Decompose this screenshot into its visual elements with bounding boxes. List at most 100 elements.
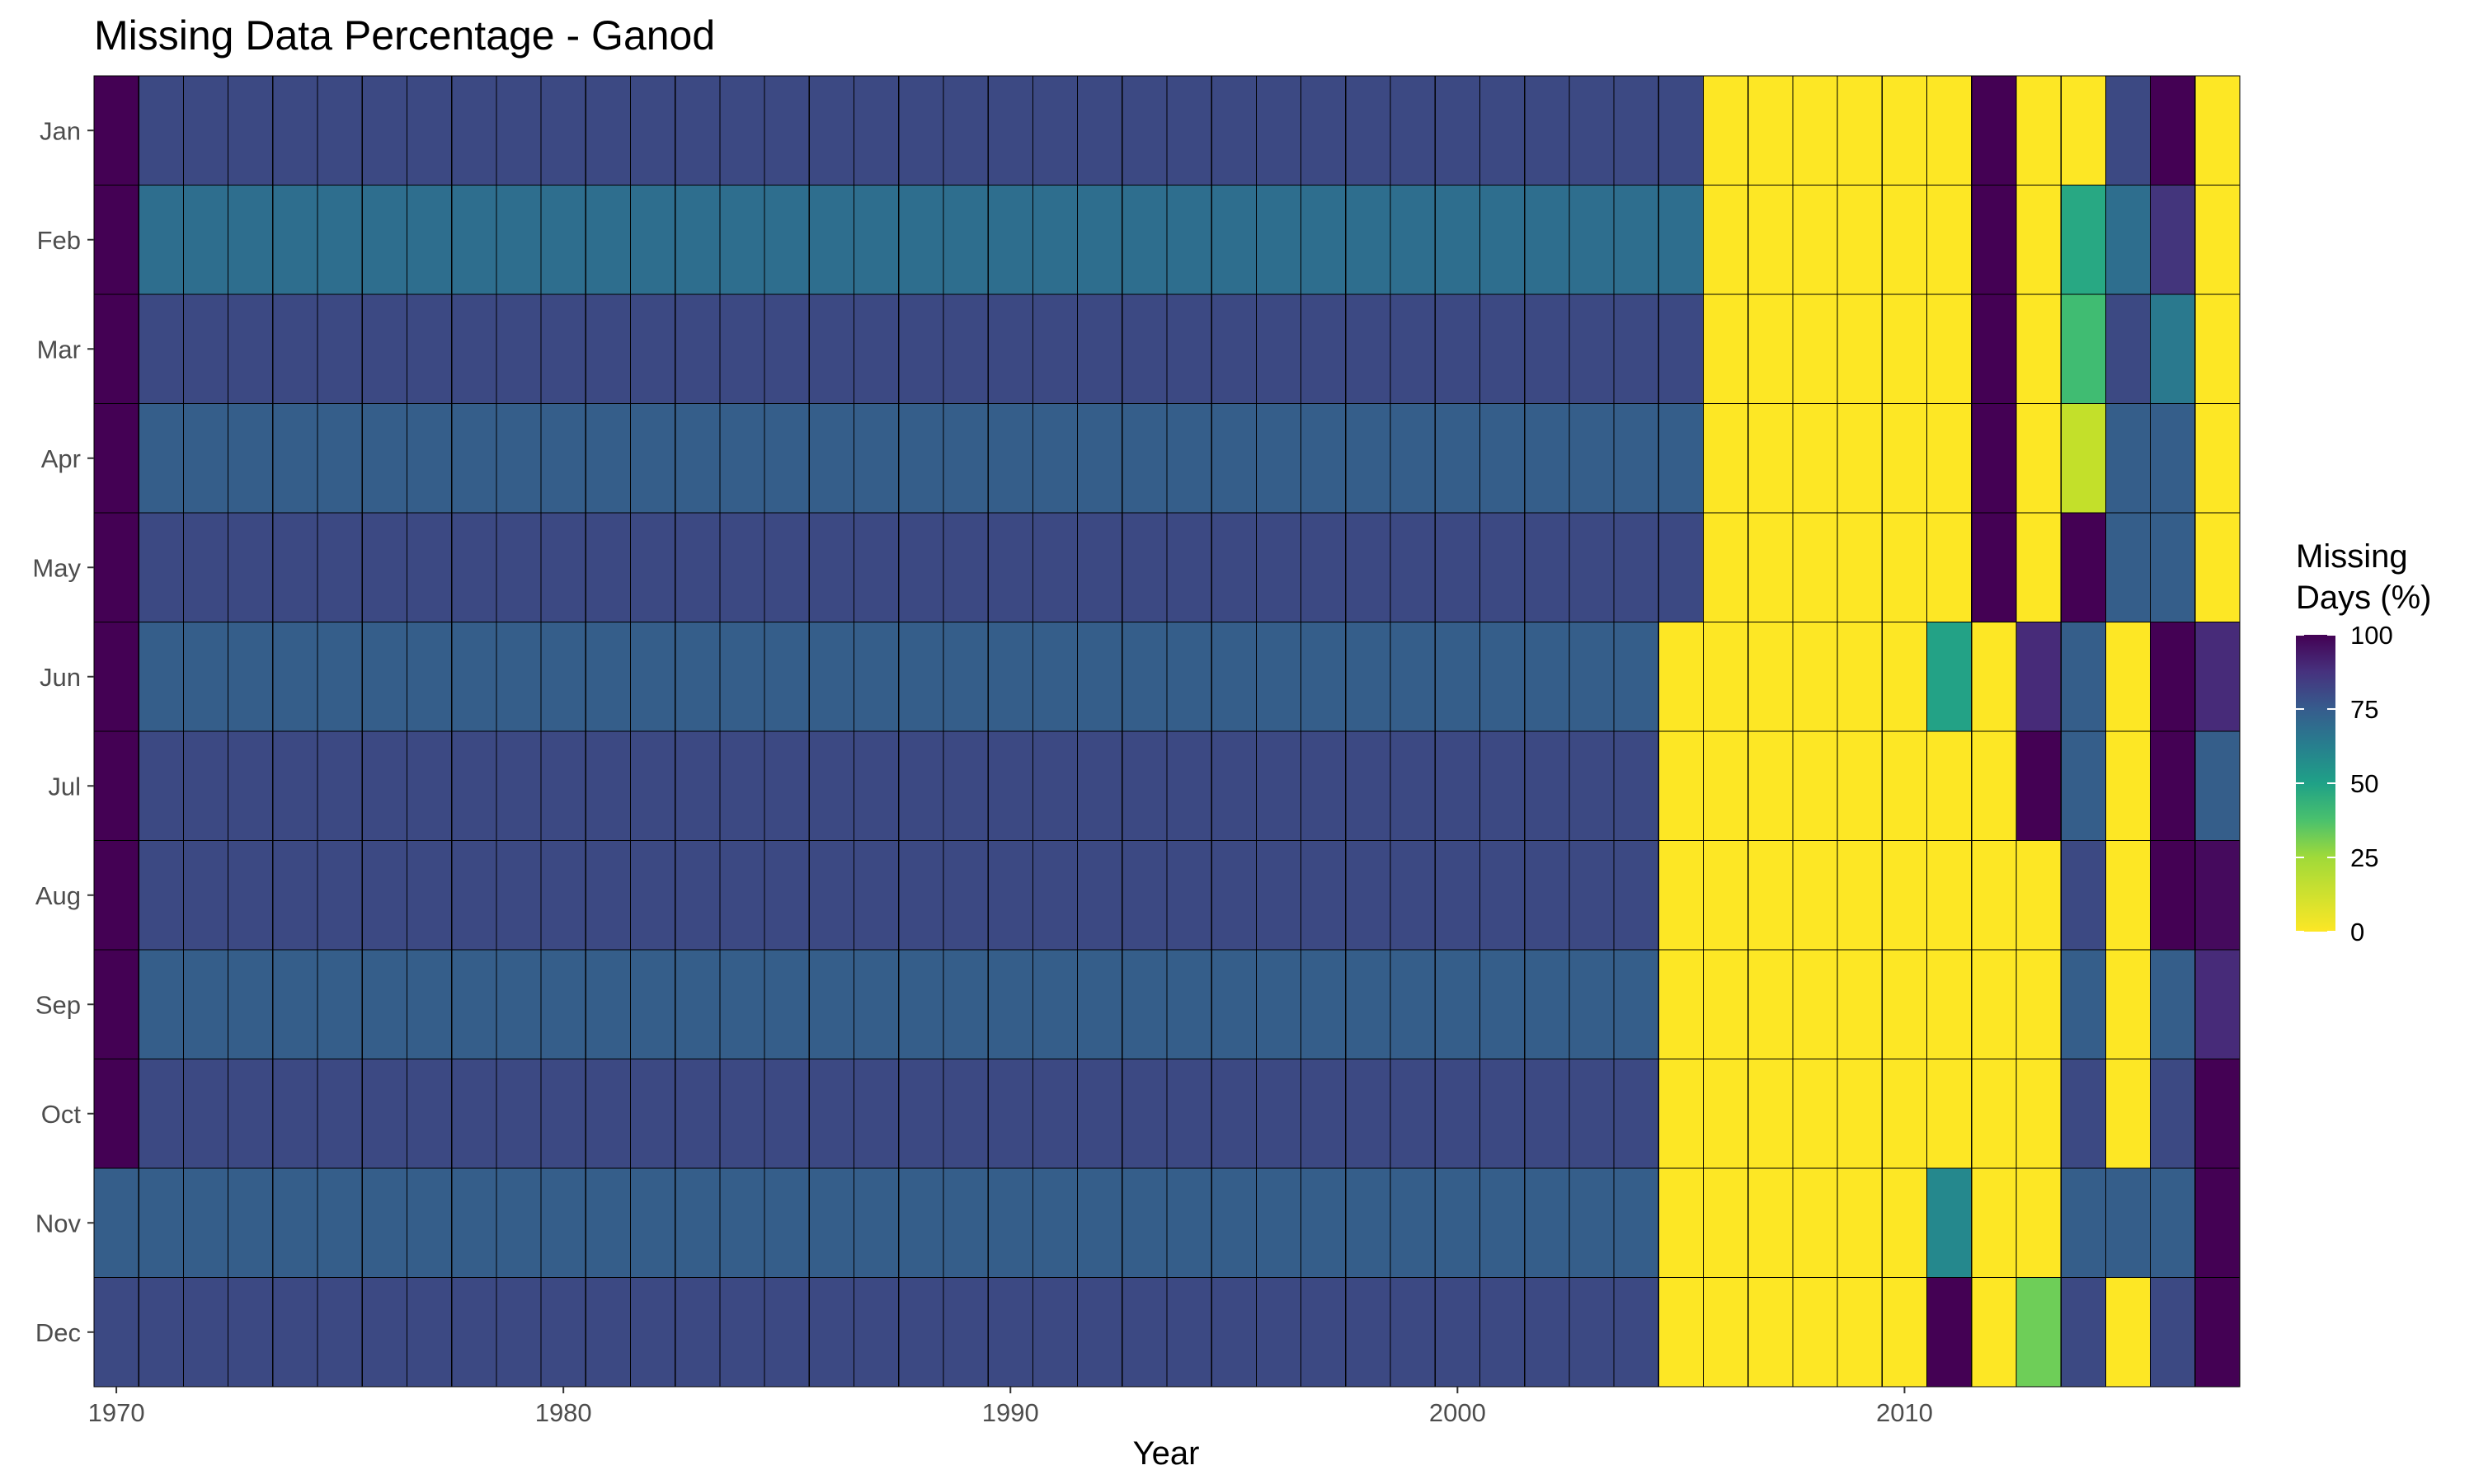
heatmap-cell-mar-2017 xyxy=(2194,294,2241,405)
heatmap-cell-jun-1971 xyxy=(138,621,185,732)
legend-label-100: 100 xyxy=(2350,621,2393,650)
heatmap-cell-mar-1995 xyxy=(1211,294,1258,405)
heatmap-cell-feb-1987 xyxy=(853,184,900,295)
x-axis-title: Year xyxy=(1133,1435,1200,1472)
heatmap-cell-aug-2011 xyxy=(1926,839,1973,951)
heatmap-cell-feb-1989 xyxy=(943,184,989,295)
heatmap-cell-aug-2002 xyxy=(1524,839,1570,951)
heatmap-cell-nov-1990 xyxy=(987,1167,1033,1279)
heatmap-cell-oct-2002 xyxy=(1524,1058,1570,1169)
heatmap-cell-mar-1975 xyxy=(317,294,363,405)
heatmap-cell-feb-1999 xyxy=(1390,184,1436,295)
heatmap-cell-may-1973 xyxy=(228,512,274,623)
heatmap-cell-may-1982 xyxy=(629,512,676,623)
heatmap-cell-sep-1981 xyxy=(585,949,632,1060)
heatmap-cell-jun-2005 xyxy=(1658,621,1705,732)
heatmap-cell-dec-1986 xyxy=(808,1276,855,1388)
legend-label-75: 75 xyxy=(2350,695,2378,724)
heatmap-cell-nov-1987 xyxy=(853,1167,900,1279)
heatmap-cell-mar-2013 xyxy=(2015,294,2062,405)
heatmap-cell-jan-1978 xyxy=(451,75,497,186)
heatmap-cell-sep-1972 xyxy=(182,949,229,1060)
heatmap-cell-mar-1990 xyxy=(987,294,1033,405)
heatmap-cell-sep-1976 xyxy=(361,949,408,1060)
heatmap-cell-sep-2008 xyxy=(1792,949,1838,1060)
heatmap-cell-oct-2013 xyxy=(2015,1058,2062,1169)
heatmap-cell-aug-1980 xyxy=(540,839,586,951)
heatmap-cell-sep-1970 xyxy=(93,949,139,1060)
heatmap-cell-nov-2015 xyxy=(2105,1167,2152,1279)
heatmap-cell-mar-1984 xyxy=(719,294,765,405)
heatmap-cell-jan-1990 xyxy=(987,75,1033,186)
heatmap-cell-jan-1996 xyxy=(1255,75,1302,186)
heatmap-cell-jan-2017 xyxy=(2194,75,2241,186)
heatmap-cell-nov-2006 xyxy=(1702,1167,1749,1279)
heatmap-cell-mar-1970 xyxy=(93,294,139,405)
heatmap-cell-dec-2003 xyxy=(1569,1276,1615,1388)
heatmap-cell-dec-2014 xyxy=(2060,1276,2106,1388)
y-tick-label-mar: Mar xyxy=(37,335,81,364)
heatmap-cell-dec-1977 xyxy=(406,1276,453,1388)
heatmap-cell-mar-2011 xyxy=(1926,294,1973,405)
heatmap-cell-nov-1986 xyxy=(808,1167,855,1279)
heatmap-cell-sep-1973 xyxy=(228,949,274,1060)
heatmap-cell-mar-2004 xyxy=(1613,294,1659,405)
heatmap-cell-jan-1972 xyxy=(182,75,229,186)
heatmap-cell-jan-1993 xyxy=(1122,75,1168,186)
heatmap-cell-aug-1989 xyxy=(943,839,989,951)
heatmap-cell-dec-1987 xyxy=(853,1276,900,1388)
heatmap-cell-may-1997 xyxy=(1300,512,1347,623)
heatmap-cell-mar-2001 xyxy=(1479,294,1526,405)
heatmap-cell-nov-1999 xyxy=(1390,1167,1436,1279)
heatmap-cell-sep-2006 xyxy=(1702,949,1749,1060)
heatmap-cell-jul-1987 xyxy=(853,730,900,842)
heatmap-cell-oct-2007 xyxy=(1747,1058,1794,1169)
heatmap-cell-nov-2016 xyxy=(2149,1167,2196,1279)
heatmap-cell-feb-1990 xyxy=(987,184,1033,295)
heatmap-cell-may-2011 xyxy=(1926,512,1973,623)
heatmap-cell-aug-2004 xyxy=(1613,839,1659,951)
heatmap-cell-sep-2011 xyxy=(1926,949,1973,1060)
heatmap-cell-jul-1998 xyxy=(1345,730,1391,842)
heatmap-cell-jan-1998 xyxy=(1345,75,1391,186)
heatmap-cell-apr-1996 xyxy=(1255,402,1302,514)
heatmap-cell-dec-1981 xyxy=(585,1276,632,1388)
heatmap-cell-sep-1999 xyxy=(1390,949,1436,1060)
heatmap-cell-aug-1972 xyxy=(182,839,229,951)
heatmap-cell-nov-1979 xyxy=(496,1167,542,1279)
heatmap-cell-jan-1988 xyxy=(898,75,944,186)
legend-title-line-2: Days (%) xyxy=(2296,580,2431,616)
heatmap-cell-jul-2006 xyxy=(1702,730,1749,842)
heatmap-cell-oct-2017 xyxy=(2194,1058,2241,1169)
heatmap-cell-mar-1972 xyxy=(182,294,229,405)
heatmap-cell-jan-1982 xyxy=(629,75,676,186)
heatmap-cell-may-1985 xyxy=(764,512,810,623)
heatmap-cell-feb-2003 xyxy=(1569,184,1615,295)
heatmap-cell-jul-2008 xyxy=(1792,730,1838,842)
heatmap-cell-may-1971 xyxy=(138,512,185,623)
heatmap-cell-jun-1979 xyxy=(496,621,542,732)
heatmap-cell-feb-2014 xyxy=(2060,184,2106,295)
heatmap-cell-aug-1978 xyxy=(451,839,497,951)
heatmap-cell-oct-2008 xyxy=(1792,1058,1838,1169)
heatmap-cell-apr-1985 xyxy=(764,402,810,514)
heatmap-cell-jun-1974 xyxy=(272,621,318,732)
heatmap-cell-mar-2014 xyxy=(2060,294,2106,405)
heatmap-cells xyxy=(93,75,2241,1388)
heatmap-cell-nov-2001 xyxy=(1479,1167,1526,1279)
heatmap-cell-aug-1986 xyxy=(808,839,855,951)
heatmap-cell-apr-2013 xyxy=(2015,402,2062,514)
heatmap-cell-feb-2008 xyxy=(1792,184,1838,295)
heatmap-cell-jul-2002 xyxy=(1524,730,1570,842)
heatmap-cell-dec-1989 xyxy=(943,1276,989,1388)
heatmap-cell-feb-2007 xyxy=(1747,184,1794,295)
heatmap-cell-sep-2014 xyxy=(2060,949,2106,1060)
heatmap-cell-nov-1995 xyxy=(1211,1167,1258,1279)
heatmap-cell-jul-1985 xyxy=(764,730,810,842)
heatmap-cell-nov-1982 xyxy=(629,1167,676,1279)
heatmap-cell-feb-2016 xyxy=(2149,184,2196,295)
heatmap-cell-feb-2005 xyxy=(1658,184,1705,295)
heatmap-cell-apr-1999 xyxy=(1390,402,1436,514)
heatmap-cell-jan-2012 xyxy=(1971,75,2017,186)
heatmap-cell-dec-2016 xyxy=(2149,1276,2196,1388)
